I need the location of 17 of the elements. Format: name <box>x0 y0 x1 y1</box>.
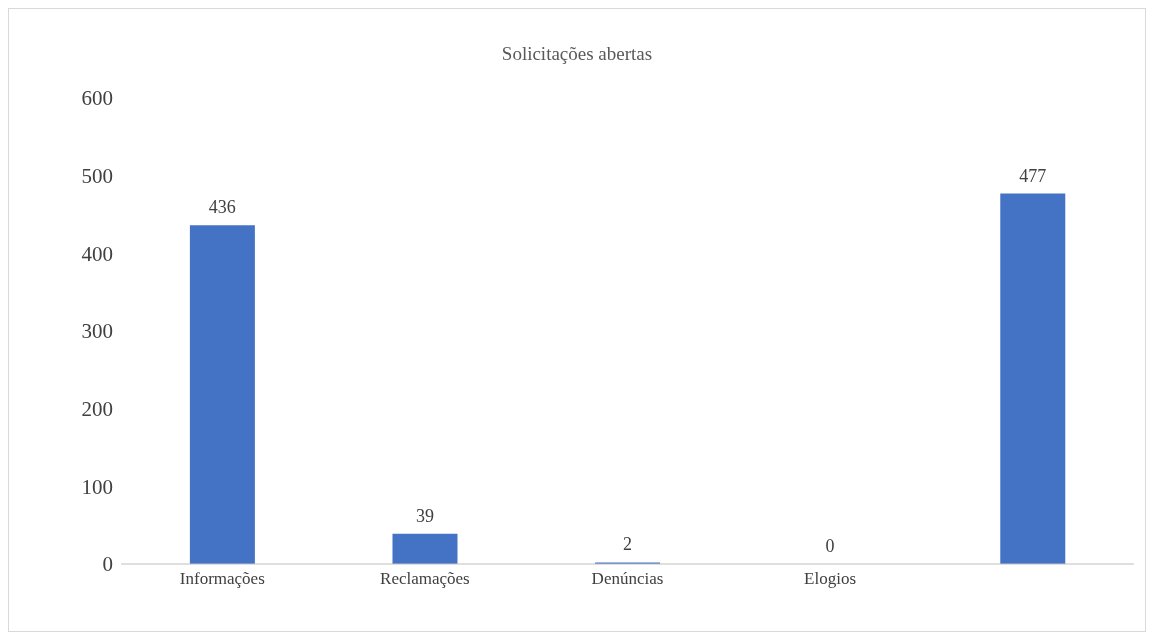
y-tick-label: 400 <box>81 241 113 266</box>
data-label: 0 <box>825 536 835 556</box>
x-tick-label: Elogios <box>804 569 857 589</box>
y-tick-label: 0 <box>102 552 113 577</box>
chart-title: Solicitações abertas <box>500 43 654 65</box>
x-tick-label: Denúncias <box>591 569 664 589</box>
y-tick-label: 100 <box>81 474 113 499</box>
data-label: 436 <box>208 197 236 218</box>
y-tick-label: 500 <box>81 164 113 189</box>
data-label: 477 <box>1019 165 1047 186</box>
x-tick-label: Informações <box>179 569 265 589</box>
y-tick-label: 200 <box>81 397 113 422</box>
x-tick-label: Reclamações <box>380 569 470 589</box>
y-tick-label: 300 <box>81 319 113 344</box>
y-tick-label: 600 <box>81 86 113 111</box>
data-label: 39 <box>415 505 434 526</box>
data-label: 2 <box>623 534 632 555</box>
